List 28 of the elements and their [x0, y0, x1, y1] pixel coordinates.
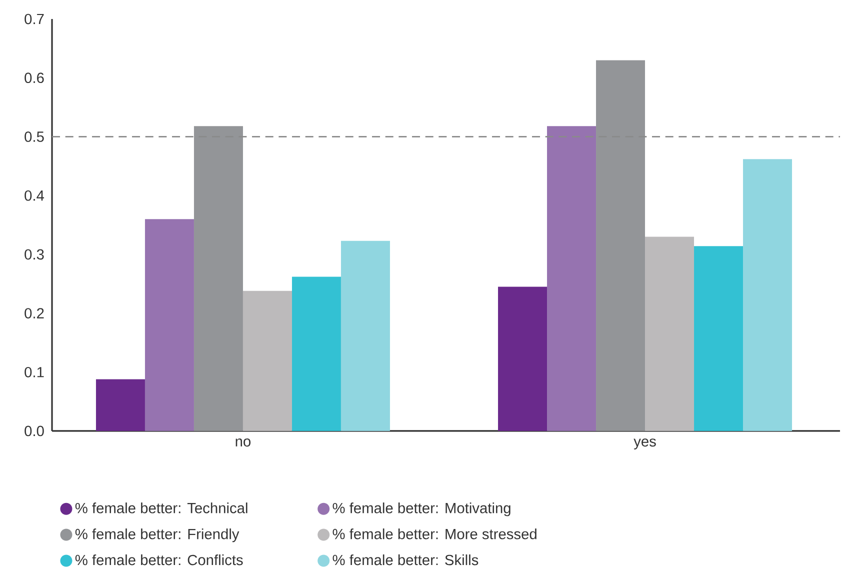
y-tick-label: 0.5: [24, 132, 44, 142]
y-tick-label: 0.6: [24, 72, 44, 84]
bar: [547, 126, 596, 431]
bar: [340, 240, 390, 431]
bar: [144, 219, 194, 431]
y-tick-label: 0.1: [24, 366, 44, 378]
bar: [645, 236, 694, 431]
bar: [194, 126, 243, 431]
bar: [596, 60, 646, 431]
x-tick-label: no: [236, 438, 251, 447]
y-tick-label: 0.3: [24, 249, 44, 260]
bar: [694, 246, 744, 431]
bar: [498, 286, 548, 431]
x-tick-label: yes: [634, 438, 656, 450]
legend-label: % female better: Friendly: [75, 528, 240, 542]
y-tick-label: 0.7: [24, 14, 44, 24]
bar: [743, 159, 792, 431]
bar: [242, 290, 292, 431]
y-tick-label: 0.2: [24, 308, 44, 318]
legend-label: % female better: Motivating: [332, 502, 510, 516]
y-tick-label: 0.0: [24, 426, 44, 436]
bar: [292, 276, 341, 431]
legend-label: % female better: More stressed: [332, 528, 536, 540]
bar: [96, 379, 145, 431]
legend-label: % female better: Conflicts: [75, 554, 243, 566]
legend-label: % female better: Technical: [75, 502, 248, 514]
legend-label: % female better: Skills: [332, 554, 478, 566]
y-tick-label: 0.4: [24, 190, 44, 201]
